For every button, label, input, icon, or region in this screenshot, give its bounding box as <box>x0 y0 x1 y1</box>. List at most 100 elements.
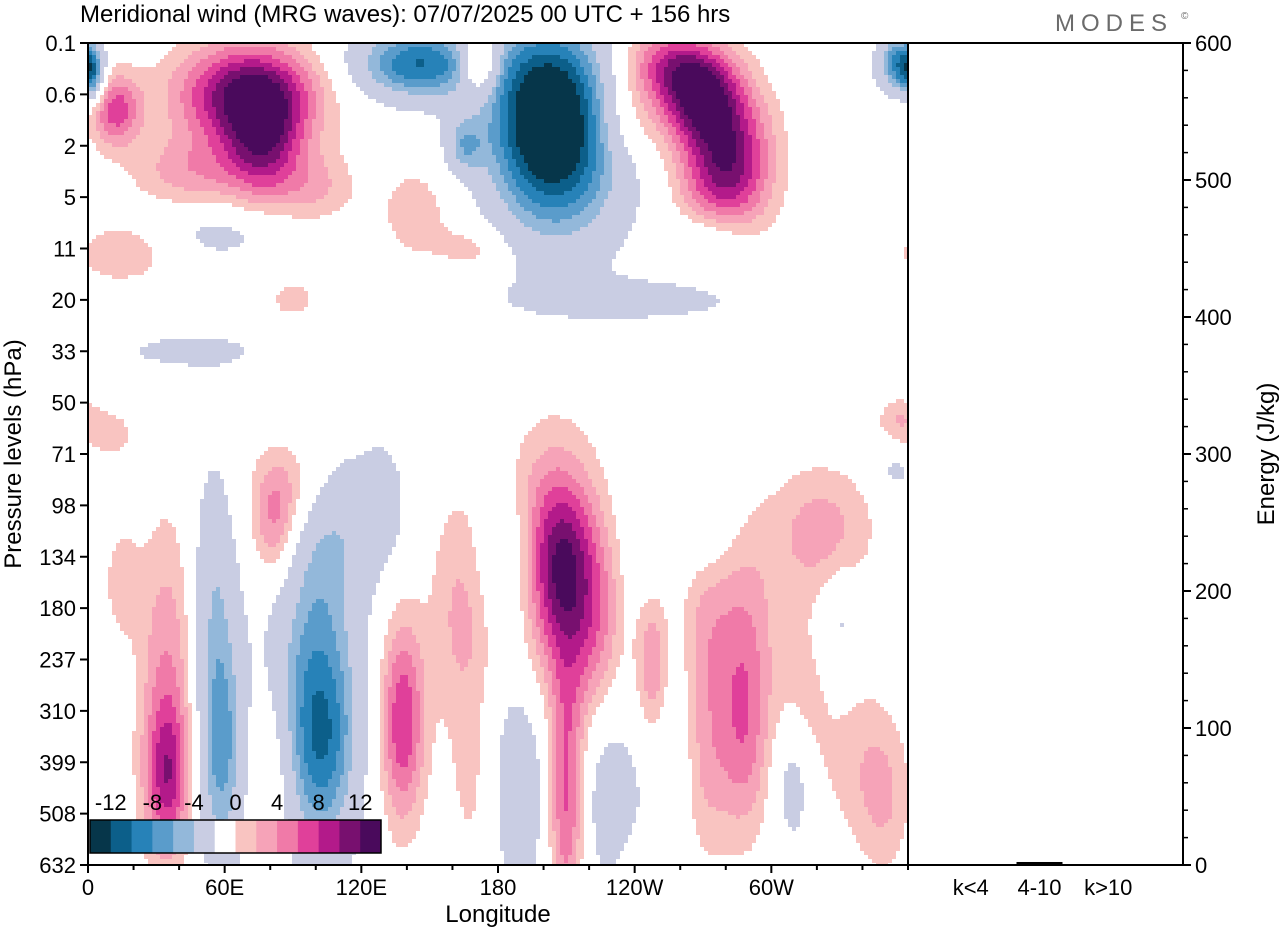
wind-cell <box>568 803 576 807</box>
wind-cell <box>452 595 468 599</box>
wind-cell <box>304 755 316 759</box>
wind-cell <box>556 799 564 803</box>
wind-cell <box>644 631 660 635</box>
wind-cell <box>232 735 236 739</box>
wind-cell <box>588 115 596 119</box>
wind-cell <box>712 63 720 67</box>
wind-cell <box>124 95 132 99</box>
wind-cell <box>404 815 420 819</box>
wind-cell <box>380 747 384 751</box>
wind-cell <box>108 79 112 83</box>
wind-cell <box>688 707 696 711</box>
wind-cell <box>564 791 568 795</box>
wind-cell <box>308 167 328 171</box>
wind-cell <box>392 223 444 227</box>
wind-cell <box>508 187 520 191</box>
wind-cell <box>892 67 900 71</box>
wind-cell <box>688 591 704 595</box>
wind-cell <box>752 175 760 179</box>
wind-cell <box>412 715 420 719</box>
wind-cell <box>724 67 732 71</box>
wind-cell <box>696 623 716 627</box>
wind-cell <box>184 679 188 683</box>
wind-cell <box>748 95 752 99</box>
wind-cell <box>200 507 228 511</box>
wind-cell <box>480 211 512 215</box>
wind-cell <box>284 147 292 151</box>
wind-cell <box>664 75 672 79</box>
wind-field <box>88 43 908 865</box>
wind-cell <box>600 579 608 583</box>
wind-cell <box>300 119 304 123</box>
wind-cell <box>236 783 248 787</box>
wind-cell <box>132 771 140 775</box>
y-tick-label: 237 <box>39 648 76 673</box>
wind-cell <box>628 79 636 83</box>
wind-cell <box>388 199 436 203</box>
wind-cell <box>540 663 548 667</box>
wind-cell <box>348 663 368 667</box>
wind-cell <box>840 623 844 627</box>
wind-cell <box>584 575 592 579</box>
wind-cell <box>636 683 644 687</box>
wind-cell <box>396 783 408 787</box>
wind-cell <box>232 795 244 799</box>
wind-cell <box>880 747 904 751</box>
wind-cell <box>188 771 192 775</box>
wind-cell <box>608 571 612 575</box>
wind-cell <box>768 731 776 735</box>
wind-cell <box>392 63 416 67</box>
wind-cell <box>296 691 304 695</box>
wind-cell <box>868 855 896 859</box>
wind-cell <box>332 619 344 623</box>
wind-cell <box>292 99 300 103</box>
wind-cell <box>380 755 384 759</box>
wind-cell <box>200 711 208 715</box>
wind-cell <box>708 671 736 675</box>
wind-cell <box>576 183 588 187</box>
wind-cell <box>588 495 600 499</box>
wind-cell <box>284 579 304 583</box>
wind-cell <box>580 779 584 783</box>
wind-cell <box>500 83 504 87</box>
wind-cell <box>672 71 712 75</box>
wind-cell <box>640 75 648 79</box>
wind-cell <box>712 711 732 715</box>
wind-cell <box>768 615 812 619</box>
wind-cell <box>576 583 588 587</box>
wind-cell <box>608 127 620 131</box>
wind-cell <box>452 759 480 763</box>
wind-cell <box>116 543 136 547</box>
wind-cell <box>292 79 300 83</box>
wind-cell <box>500 843 536 847</box>
wind-cell <box>588 119 596 123</box>
wind-cell <box>200 75 212 79</box>
wind-cell <box>712 631 756 635</box>
wind-cell <box>640 691 648 695</box>
wind-cell <box>584 695 592 699</box>
wind-cell <box>892 799 908 803</box>
wind-cell <box>160 735 176 739</box>
wind-cell <box>500 167 508 171</box>
wind-cell <box>328 167 348 171</box>
wind-cell <box>336 767 344 771</box>
wind-cell <box>316 111 324 115</box>
y-tick-label: 71 <box>52 442 76 467</box>
wind-cell <box>224 95 284 99</box>
wind-cell <box>160 795 176 799</box>
wind-cell <box>456 583 464 587</box>
wind-cell <box>528 571 532 575</box>
wind-cell <box>616 595 624 599</box>
wind-cell <box>544 647 552 651</box>
wind-cell <box>168 79 184 83</box>
wind-cell <box>156 719 176 723</box>
wind-cell <box>272 611 296 615</box>
wind-cell <box>528 507 532 511</box>
wind-cell <box>584 139 588 143</box>
wind-cell <box>296 787 304 791</box>
wind-cell <box>816 735 900 739</box>
wind-cell <box>576 87 584 91</box>
wind-cell <box>144 787 148 791</box>
wind-cell <box>576 655 588 659</box>
wind-cell <box>712 739 740 743</box>
